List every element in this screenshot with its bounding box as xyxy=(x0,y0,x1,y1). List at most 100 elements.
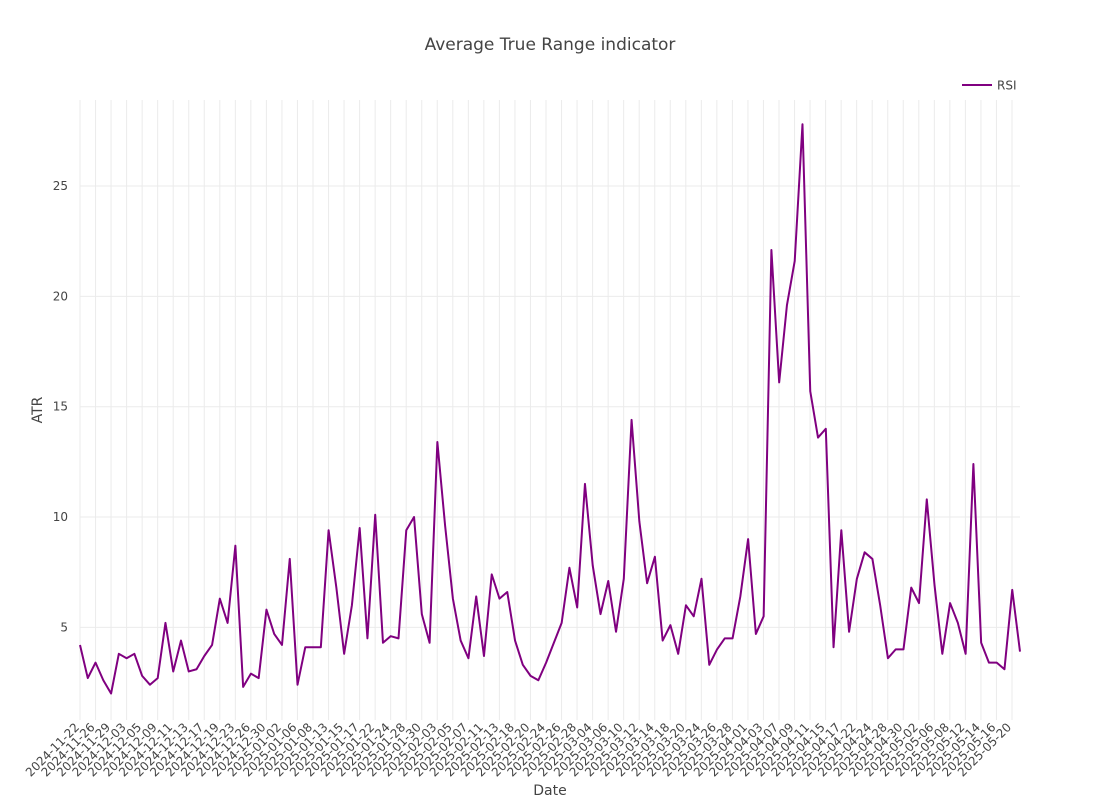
data-point xyxy=(86,676,90,680)
data-point xyxy=(342,652,346,656)
data-point xyxy=(614,630,618,634)
data-point xyxy=(334,586,338,590)
data-point xyxy=(78,643,82,647)
data-point xyxy=(668,623,672,627)
data-point xyxy=(738,594,742,598)
data-point xyxy=(536,678,540,682)
data-point xyxy=(800,122,804,126)
data-point xyxy=(622,577,626,581)
legend-label: RSI xyxy=(997,79,1017,93)
data-point xyxy=(855,577,859,581)
data-point xyxy=(544,661,548,665)
data-point xyxy=(894,647,898,651)
data-point xyxy=(498,597,502,601)
data-point xyxy=(964,652,968,656)
data-point xyxy=(1018,650,1022,654)
y-tick-label: 25 xyxy=(53,179,68,193)
data-point xyxy=(490,572,494,576)
data-point xyxy=(971,462,975,466)
data-point xyxy=(101,678,105,682)
data-point xyxy=(715,647,719,651)
data-point xyxy=(606,579,610,583)
data-point xyxy=(94,661,98,665)
data-point xyxy=(303,645,307,649)
data-point xyxy=(933,583,937,587)
data-point xyxy=(233,544,237,548)
y-axis-title: ATR xyxy=(30,396,46,423)
data-point xyxy=(288,557,292,561)
data-point xyxy=(839,528,843,532)
data-point xyxy=(909,586,913,590)
y-tick-label: 10 xyxy=(53,510,68,524)
data-point xyxy=(630,418,634,422)
data-point xyxy=(816,436,820,440)
data-point xyxy=(521,663,525,667)
data-point xyxy=(109,692,113,696)
data-point xyxy=(459,639,463,643)
series-line-rsi xyxy=(79,123,1021,695)
legend[interactable]: RSI xyxy=(962,79,1017,93)
data-point xyxy=(319,645,323,649)
data-point xyxy=(435,440,439,444)
data-point xyxy=(505,590,509,594)
data-point xyxy=(1010,588,1014,592)
data-point xyxy=(1002,667,1006,671)
data-point xyxy=(925,497,929,501)
data-point xyxy=(785,303,789,307)
data-point xyxy=(381,641,385,645)
data-point xyxy=(257,676,261,680)
data-point xyxy=(482,654,486,658)
data-point xyxy=(249,672,253,676)
data-point xyxy=(878,603,882,607)
data-point xyxy=(195,667,199,671)
y-tick-label: 15 xyxy=(53,400,68,414)
data-point xyxy=(373,513,377,517)
data-point xyxy=(692,614,696,618)
data-point xyxy=(474,594,478,598)
data-point xyxy=(560,621,564,625)
data-point xyxy=(529,674,533,678)
data-point xyxy=(156,676,160,680)
data-point xyxy=(731,636,735,640)
data-point xyxy=(995,661,999,665)
data-point xyxy=(870,557,874,561)
data-point xyxy=(210,643,214,647)
data-point xyxy=(428,641,432,645)
y-gridlines xyxy=(80,185,1020,628)
data-point xyxy=(350,603,354,607)
data-point xyxy=(599,612,603,616)
data-point xyxy=(762,614,766,618)
data-point xyxy=(513,639,517,643)
data-point xyxy=(327,528,331,532)
data-point xyxy=(707,663,711,667)
data-point xyxy=(645,581,649,585)
data-point xyxy=(420,612,424,616)
data-point xyxy=(575,605,579,609)
data-point xyxy=(280,643,284,647)
data-point xyxy=(808,389,812,393)
data-point xyxy=(358,526,362,530)
data-point xyxy=(389,634,393,638)
data-point xyxy=(404,528,408,532)
data-point xyxy=(940,652,944,656)
data-point xyxy=(140,674,144,678)
data-point xyxy=(412,515,416,519)
data-point xyxy=(171,669,175,673)
data-point xyxy=(125,656,129,660)
data-point xyxy=(117,652,121,656)
data-point xyxy=(699,577,703,581)
data-point xyxy=(552,641,556,645)
data-point xyxy=(754,632,758,636)
data-point xyxy=(567,566,571,570)
data-point xyxy=(583,482,587,486)
data-point xyxy=(132,652,136,656)
data-point xyxy=(824,427,828,431)
x-axis-title: Date xyxy=(533,783,566,799)
data-point xyxy=(264,608,268,612)
data-point xyxy=(591,564,595,568)
data-point xyxy=(272,632,276,636)
data-point xyxy=(769,248,773,252)
x-tick-labels: 2024-11-222024-11-262024-11-292024-12-03… xyxy=(23,720,1014,779)
data-point xyxy=(148,683,152,687)
